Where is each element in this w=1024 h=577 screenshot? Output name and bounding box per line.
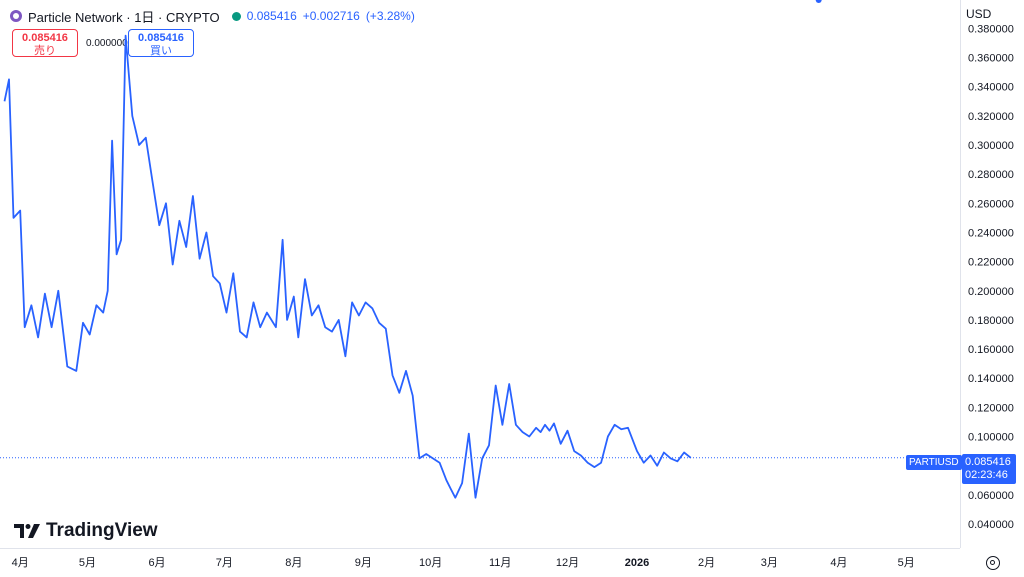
settings-gear-icon[interactable] <box>986 556 1000 570</box>
price-axis[interactable] <box>960 0 1024 548</box>
symbol-tag: PARTIUSD <box>906 455 962 470</box>
tradingview-logo-icon <box>14 524 40 538</box>
buy-button[interactable]: 0.085416 買い <box>128 29 194 57</box>
price-series-line <box>3 34 692 499</box>
chart-header: Particle Network · 1日 · CRYPTO 0.085416 … <box>10 6 415 26</box>
symbol-title[interactable]: Particle Network · 1日 · CRYPTO <box>28 9 220 25</box>
time-axis[interactable] <box>0 548 960 577</box>
sell-button[interactable]: 0.085416 売り <box>12 29 78 57</box>
sell-label: 売り <box>34 45 56 57</box>
buy-label: 買い <box>150 45 172 57</box>
header-price: 0.085416 <box>246 9 297 23</box>
logo-text: TradingView <box>46 520 158 541</box>
header-change: +0.002716 <box>302 9 360 23</box>
currency-selector[interactable]: USD <box>966 7 992 21</box>
tradingview-logo[interactable]: TradingView <box>14 520 158 542</box>
last-price-tag: 0.085416 02:23:46 <box>962 454 1016 484</box>
symbol-logo-icon <box>10 10 22 22</box>
last-price-point <box>815 0 822 3</box>
header-change-percent: (+3.28%) <box>365 9 415 23</box>
sell-price: 0.085416 <box>22 32 68 44</box>
last-price-value: 0.085416 <box>965 456 1011 468</box>
buy-price: 0.085416 <box>138 32 184 44</box>
spread-value: 0.000000 <box>86 38 128 49</box>
market-status-icon <box>231 11 241 21</box>
bar-countdown: 02:23:46 <box>965 469 1008 481</box>
